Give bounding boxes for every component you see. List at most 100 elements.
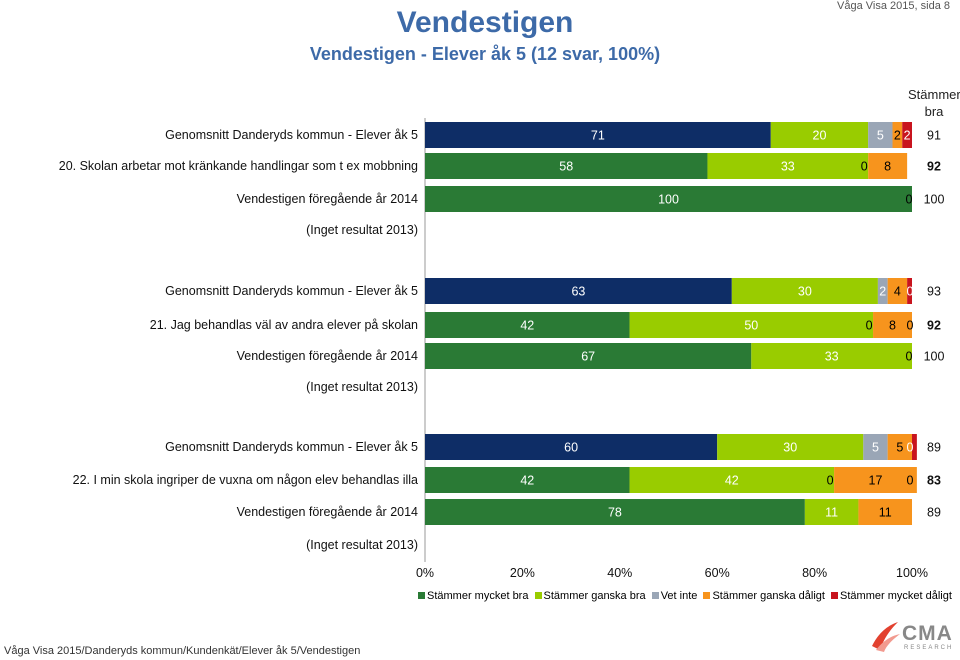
bar-value-label: 0: [866, 319, 873, 333]
row-label: Vendestigen föregående år 2014: [237, 349, 418, 363]
legend-swatch-mycket-bra: [418, 592, 425, 599]
bar-value-label: 5: [896, 441, 903, 455]
bar-segment: [877, 278, 888, 304]
bar-value-label: 63: [571, 285, 585, 299]
bar-segment: [425, 312, 630, 338]
row-label: Vendestigen föregående år 2014: [237, 192, 418, 206]
x-tick-label: 0%: [416, 566, 434, 580]
bar-value-label: 0: [907, 474, 914, 488]
bar-value-label: 2: [879, 285, 886, 299]
stammer-bra-value: 91: [927, 129, 941, 143]
stammer-bra-value: 93: [927, 285, 941, 299]
legend-swatch-ganska-daligt: [703, 592, 711, 599]
bar-value-label: 17: [869, 474, 883, 488]
row-label: 20. Skolan arbetar mot kränkande handlin…: [59, 159, 418, 173]
bar-value-label: 8: [889, 319, 896, 333]
bar-value-label: 11: [825, 506, 838, 520]
bar-value-label: 58: [559, 160, 573, 174]
x-tick-label: 80%: [802, 566, 827, 580]
stammer-bra-value: 89: [927, 506, 941, 520]
bar-value-label: 0: [907, 285, 914, 299]
bar-value-label: 4: [894, 285, 901, 299]
page-title: Vendestigen: [396, 6, 574, 39]
x-tick-label: 60%: [705, 566, 730, 580]
bar-segment: [629, 467, 835, 493]
bar-value-label: 0: [907, 441, 914, 455]
bar-segment: [873, 312, 912, 338]
row-label: Vendestigen föregående år 2014: [237, 505, 418, 519]
legend-label: Stämmer ganska dåligt: [712, 590, 825, 602]
row-label: Genomsnitt Danderyds kommun - Elever åk …: [165, 284, 418, 298]
bar-segment: [804, 499, 859, 525]
legend-item-mycket-daligt: Stämmer mycket dåligt: [831, 590, 952, 602]
bar-segment: [887, 278, 908, 304]
bar-segment: [731, 278, 878, 304]
bar-value-label: 8: [884, 160, 891, 174]
bar-value-label: 33: [825, 350, 839, 364]
stammer-bra-value: 83: [927, 474, 941, 488]
x-tick-label: 100%: [896, 566, 928, 580]
bar-segment: [707, 153, 869, 179]
bar-segment: [425, 343, 752, 369]
bar-value-label: 33: [781, 160, 795, 174]
cma-logo-text: CMA: [902, 622, 953, 645]
bar-value-label: 67: [581, 350, 595, 364]
bar-segment: [425, 434, 718, 460]
stammer-bra-value: 92: [927, 319, 941, 333]
bar-segment: [751, 343, 912, 369]
bar-segment: [425, 122, 771, 148]
bar-segment: [907, 278, 912, 304]
bar-segment: [887, 434, 912, 460]
bar-value-label: 20: [813, 129, 827, 143]
bar-segment: [912, 434, 917, 460]
bar-value-label: 11: [879, 506, 892, 520]
row-label: Genomsnitt Danderyds kommun - Elever åk …: [165, 440, 418, 454]
legend-label: Stämmer mycket dåligt: [840, 590, 952, 602]
bar-segment: [425, 499, 805, 525]
bar-segment: [717, 434, 864, 460]
cma-logo: CMA RESEARCH: [868, 620, 960, 656]
bar-value-label: 100: [658, 193, 679, 207]
legend-item-ganska-bra: Stämmer ganska bra: [534, 590, 646, 602]
bar-segment: [868, 122, 893, 148]
legend-label: Stämmer ganska bra: [543, 590, 646, 602]
row-label: Genomsnitt Danderyds kommun - Elever åk …: [165, 128, 418, 142]
stammer-bra-value: 92: [927, 160, 941, 174]
bar-value-label: 50: [744, 319, 758, 333]
row-label: (Inget resultat 2013): [306, 223, 418, 237]
legend-swatch-mycket-daligt: [831, 592, 839, 599]
bar-value-label: 42: [725, 474, 739, 488]
bar-value-label: 0: [861, 160, 868, 174]
bar-value-label: 0: [827, 474, 834, 488]
bar-segment: [425, 153, 708, 179]
legend: Stämmer mycket bra Stämmer ganska bra Ve…: [418, 590, 955, 602]
stammer-bra-value: 100: [924, 350, 945, 364]
stammer-bra-value: 89: [927, 441, 941, 455]
bar-value-label: 78: [608, 506, 622, 520]
page-subtitle: Vendestigen - Elever åk 5 (12 svar, 100%…: [309, 44, 661, 64]
stammer-bra-column-header: Stämmer bra: [908, 87, 960, 119]
legend-swatch-ganska-bra: [534, 592, 542, 599]
bar-value-label: 0: [906, 193, 913, 207]
legend-label: Stämmer mycket bra: [427, 590, 529, 602]
bar-segment: [868, 153, 908, 179]
bar-segment: [425, 467, 630, 493]
x-tick-label: 20%: [510, 566, 535, 580]
bar-value-label: 2: [904, 129, 911, 143]
cma-logo-subtext: RESEARCH: [904, 645, 954, 651]
bar-segment: [770, 122, 869, 148]
bar-segment: [629, 312, 874, 338]
cma-logo-icon: [872, 622, 900, 652]
bar-value-label: 5: [877, 129, 884, 143]
bar-segment: [863, 434, 888, 460]
bar-segment: [858, 499, 912, 525]
footer-path: Våga Visa 2015/Danderyds kommun/Kundenkä…: [4, 645, 361, 657]
legend-item-vet-inte: Vet inte: [651, 590, 697, 602]
bar-segment: [425, 278, 732, 304]
row-label: 22. I min skola ingriper de vuxna om någ…: [73, 473, 418, 487]
legend-item-mycket-bra: Stämmer mycket bra: [418, 590, 528, 602]
bar-value-label: 60: [564, 441, 578, 455]
bar-segment: [425, 186, 912, 212]
legend-swatch-vet-inte: [651, 592, 659, 599]
